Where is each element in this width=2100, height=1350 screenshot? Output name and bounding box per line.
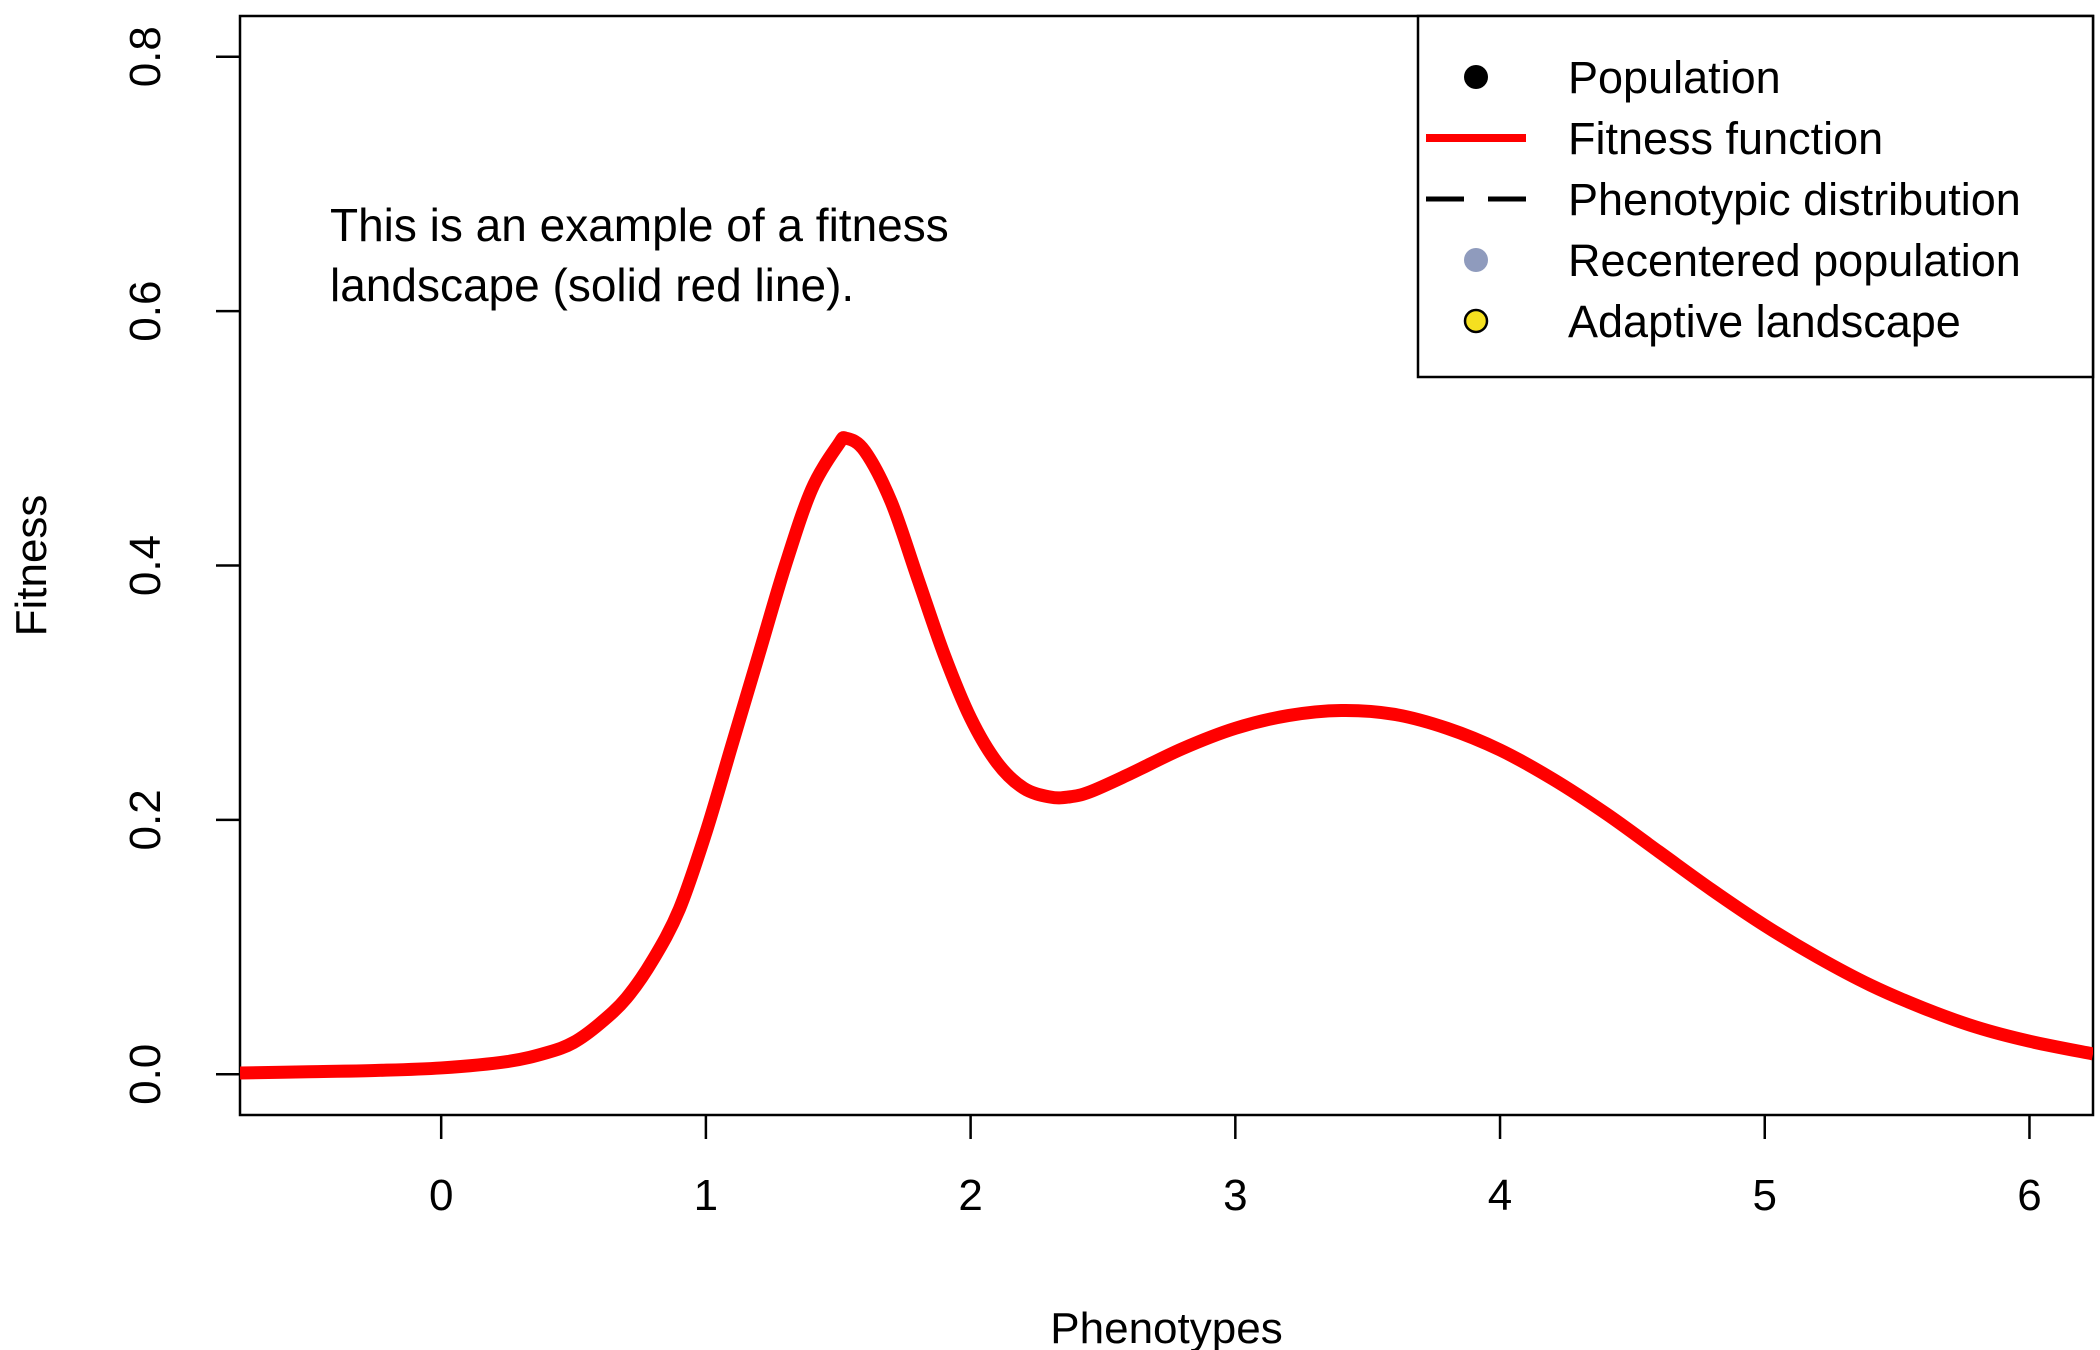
x-tick-label: 4 <box>1488 1171 1512 1220</box>
x-tick-label: 3 <box>1223 1171 1247 1220</box>
legend-box <box>1416 14 2095 379</box>
y-tick-label: 0.0 <box>121 1044 170 1105</box>
annotation-line: This is an example of a fitness <box>330 199 949 251</box>
legend-label: Adaptive landscape <box>1568 296 1961 347</box>
legend-swatch <box>1463 308 1489 334</box>
legend-swatch <box>1464 65 1488 89</box>
x-tick-label: 0 <box>429 1171 453 1220</box>
x-tick-label: 5 <box>1753 1171 1777 1220</box>
y-tick-label: 0.4 <box>121 535 170 596</box>
y-axis: 0.0 0.2 0.4 0.6 0.8 <box>121 26 240 1105</box>
legend-swatch <box>1464 248 1488 272</box>
x-tick-label: 2 <box>958 1171 982 1220</box>
y-axis-label: Fitness <box>7 495 56 637</box>
legend-label: Population <box>1568 52 1781 103</box>
legend-label: Phenotypic distribution <box>1568 174 2021 225</box>
y-tick-label: 0.8 <box>121 26 170 87</box>
legend-label: Fitness function <box>1568 113 1883 164</box>
x-axis-label: Phenotypes <box>1050 1304 1282 1350</box>
fitness-function-line <box>240 431 2093 1080</box>
y-tick-label: 0.6 <box>121 281 170 342</box>
y-tick-label: 0.2 <box>121 789 170 850</box>
annotation: This is an example of a fitness landscape… <box>330 199 949 311</box>
annotation-line: landscape (solid red line). <box>330 259 854 311</box>
legend-label: Recentered population <box>1568 235 2021 286</box>
legend: Population Fitness function Phenotypic dis… <box>1416 14 2095 379</box>
x-tick-label: 1 <box>694 1171 718 1220</box>
x-axis: 0 1 2 3 4 5 6 <box>429 1115 2042 1220</box>
x-tick-label: 6 <box>2017 1171 2041 1220</box>
